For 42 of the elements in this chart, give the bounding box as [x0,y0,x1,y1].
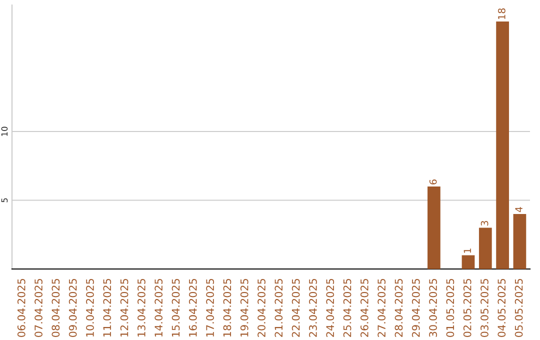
x-tick-label: 24.04.2025 [326,278,334,337]
x-tick-label: 10.04.2025 [86,278,94,337]
data-label: 6 [429,180,437,184]
x-tick-label: 12.04.2025 [120,278,128,337]
bar [513,214,526,269]
x-tick-label: 21.04.2025 [274,278,283,337]
x-tick-label: 30.04.2025 [429,278,437,337]
x-tick-label: 27.04.2025 [378,278,386,337]
x-tick-label: 04.05.2025 [498,278,506,337]
x-tick-label: 29.04.2025 [412,278,420,337]
x-tick-label: 07.04.2025 [34,278,42,337]
x-tick-label: 20.04.2025 [258,278,266,337]
x-tick-label: 16.04.2025 [188,278,197,337]
x-tick-label: 23.04.2025 [309,278,317,337]
x-tick-label: 26.04.2025 [360,278,368,337]
x-tick-label: 11.04.2025 [103,278,112,337]
bar [462,255,475,269]
data-label: 1 [464,248,471,253]
x-tick-label: 05.05.2025 [514,278,523,337]
x-tick-label: 18.04.2025 [223,278,232,337]
x-tick-label: 02.05.2025 [463,278,472,337]
bar [478,228,492,269]
bar [428,186,440,269]
bar [496,22,509,269]
x-tick-label: 03.05.2025 [480,278,488,337]
x-tick-label: 14.04.2025 [154,278,163,337]
data-label: 3 [480,220,488,226]
x-tick-label: 17.04.2025 [206,278,214,337]
x-tick-label: 09.04.2025 [68,278,77,337]
x-tick-label: 28.04.2025 [394,278,403,337]
x-tick-label: 22.04.2025 [292,278,300,337]
y-tick-label: 10 [1,126,8,136]
data-label: 4 [515,206,522,212]
x-tick-label: 25.04.2025 [343,278,352,337]
x-tick-label: 19.04.2025 [240,278,248,337]
x-tick-label: 15.04.2025 [172,278,180,337]
x-tick-label: 08.04.2025 [52,278,60,337]
x-tick-label: 06.04.2025 [17,278,26,337]
data-label: 18 [498,8,506,20]
y-tick-label: 5 [1,198,8,202]
x-tick-label: 13.04.2025 [138,278,146,337]
x-tick-label: 01.05.2025 [446,278,454,337]
